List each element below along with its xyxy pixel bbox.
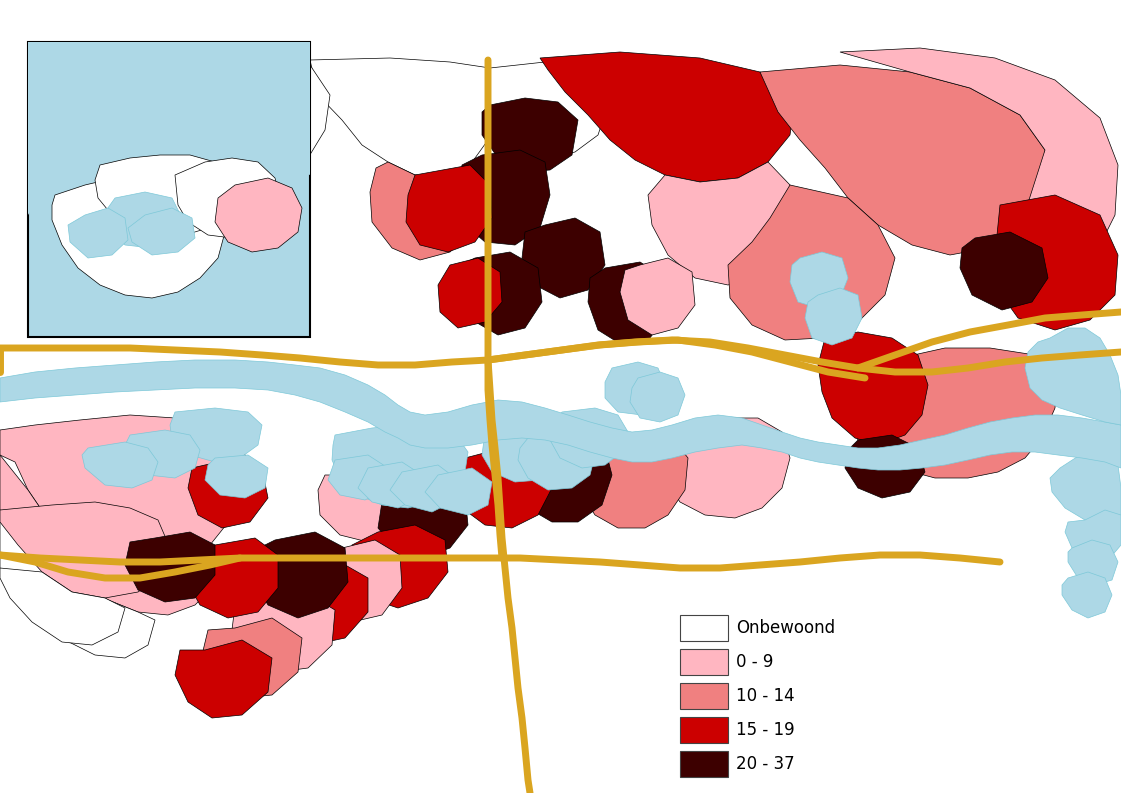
- Polygon shape: [170, 408, 262, 462]
- Polygon shape: [518, 438, 612, 522]
- Polygon shape: [805, 288, 862, 345]
- Polygon shape: [589, 262, 668, 345]
- Polygon shape: [370, 162, 478, 260]
- Polygon shape: [358, 462, 421, 508]
- Polygon shape: [522, 218, 605, 298]
- Polygon shape: [28, 42, 311, 215]
- Polygon shape: [0, 502, 170, 598]
- Polygon shape: [790, 252, 847, 308]
- Text: 10 - 14: 10 - 14: [736, 687, 795, 705]
- Polygon shape: [126, 532, 215, 602]
- Polygon shape: [540, 52, 795, 182]
- Polygon shape: [728, 185, 895, 340]
- Polygon shape: [68, 208, 128, 258]
- Polygon shape: [128, 208, 195, 255]
- Polygon shape: [318, 468, 408, 542]
- Polygon shape: [228, 65, 330, 172]
- Polygon shape: [818, 332, 928, 445]
- Polygon shape: [482, 428, 562, 482]
- Text: 0 - 9: 0 - 9: [736, 653, 773, 671]
- Polygon shape: [482, 98, 578, 172]
- Polygon shape: [105, 192, 182, 248]
- Polygon shape: [1062, 572, 1112, 618]
- Polygon shape: [648, 162, 800, 285]
- Polygon shape: [82, 442, 158, 488]
- Polygon shape: [0, 568, 126, 645]
- Polygon shape: [332, 425, 467, 508]
- Polygon shape: [252, 532, 348, 618]
- Polygon shape: [438, 258, 502, 328]
- Polygon shape: [1068, 540, 1118, 585]
- Text: 20 - 37: 20 - 37: [736, 755, 795, 773]
- Polygon shape: [630, 372, 685, 422]
- Polygon shape: [550, 408, 628, 468]
- Bar: [680, 615, 728, 641]
- Polygon shape: [665, 418, 790, 518]
- Polygon shape: [362, 455, 467, 542]
- Polygon shape: [425, 468, 492, 515]
- Polygon shape: [1065, 510, 1121, 558]
- Polygon shape: [328, 455, 388, 500]
- Bar: [680, 649, 728, 675]
- Polygon shape: [0, 510, 155, 658]
- Polygon shape: [995, 195, 1118, 330]
- Polygon shape: [390, 465, 458, 512]
- Bar: [680, 717, 728, 743]
- Polygon shape: [0, 455, 225, 615]
- Polygon shape: [0, 360, 1121, 470]
- Polygon shape: [960, 232, 1048, 310]
- Polygon shape: [188, 458, 268, 528]
- Polygon shape: [847, 348, 1058, 478]
- Polygon shape: [518, 432, 595, 490]
- Polygon shape: [605, 362, 665, 415]
- Polygon shape: [202, 618, 302, 698]
- Bar: [680, 751, 728, 777]
- Polygon shape: [205, 455, 268, 498]
- Polygon shape: [458, 445, 552, 528]
- Polygon shape: [210, 78, 280, 155]
- Polygon shape: [845, 435, 925, 498]
- Polygon shape: [1025, 328, 1121, 425]
- Polygon shape: [458, 252, 541, 335]
- Polygon shape: [620, 258, 695, 335]
- Polygon shape: [760, 65, 1045, 255]
- Polygon shape: [490, 62, 608, 158]
- Text: Onbewoond: Onbewoond: [736, 619, 835, 637]
- Polygon shape: [378, 482, 467, 558]
- Polygon shape: [215, 178, 302, 252]
- Polygon shape: [580, 432, 688, 528]
- Polygon shape: [185, 538, 278, 618]
- Polygon shape: [232, 592, 335, 672]
- Polygon shape: [840, 48, 1118, 278]
- Polygon shape: [350, 525, 448, 608]
- Polygon shape: [175, 158, 280, 238]
- Polygon shape: [175, 640, 272, 718]
- Polygon shape: [265, 562, 368, 645]
- Polygon shape: [311, 58, 495, 178]
- Polygon shape: [305, 540, 402, 622]
- Bar: [680, 683, 728, 709]
- Polygon shape: [95, 155, 235, 235]
- Polygon shape: [52, 178, 225, 298]
- Polygon shape: [406, 165, 492, 252]
- Polygon shape: [1050, 455, 1121, 525]
- Polygon shape: [458, 150, 550, 245]
- Bar: [28, 42, 311, 337]
- Text: 15 - 19: 15 - 19: [736, 721, 795, 739]
- Polygon shape: [126, 430, 200, 478]
- Polygon shape: [0, 415, 248, 568]
